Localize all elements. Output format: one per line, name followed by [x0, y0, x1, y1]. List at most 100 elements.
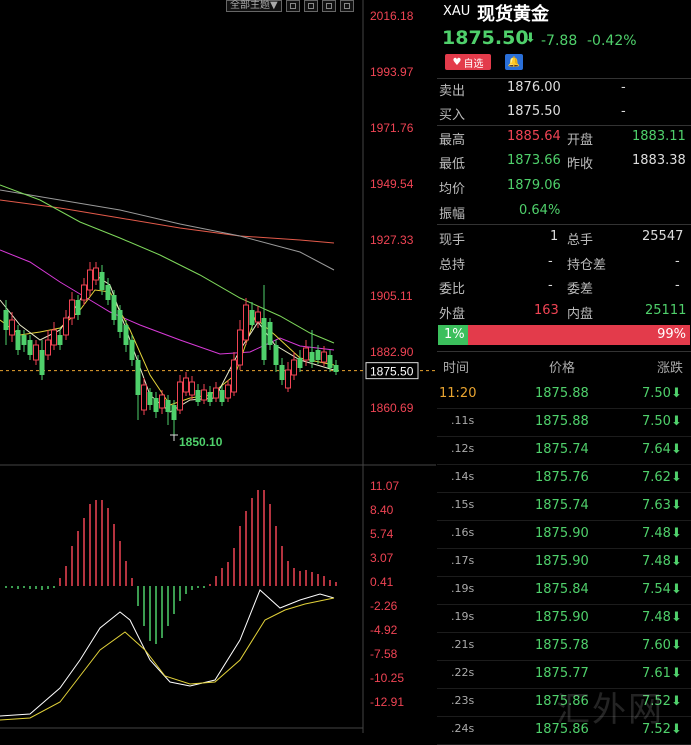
last-price: 1875.50 [442, 27, 529, 49]
macd-axis-label: -4.92 [370, 623, 398, 637]
macd-axis-label: 3.07 [370, 551, 394, 565]
crosshair-icon[interactable] [285, 0, 300, 12]
macd-axis-label: 11.07 [370, 479, 399, 493]
tick-time: .21s [451, 638, 475, 651]
candle-body [285, 369, 291, 389]
bell-icon: 🔔 [507, 56, 521, 68]
candle-body [39, 350, 45, 375]
tick-change: 7.50⬇ [642, 386, 682, 401]
avg-value: 1879.06 [507, 178, 561, 193]
tick-time: .24s [451, 722, 475, 735]
candle-body [273, 345, 279, 365]
tick-price: 1875.88 [535, 386, 589, 401]
tick-row: 11:20 1875.88 7.50⬇ [437, 380, 691, 409]
tick-row: .21s 1875.78 7.60⬇ [437, 632, 691, 661]
tick-row: .22s 1875.77 7.61⬇ [437, 660, 691, 689]
price-change: -7.88 [541, 33, 578, 49]
tick-price: 1875.77 [535, 666, 589, 681]
amplitude-label: 振幅 [439, 207, 466, 222]
candle-body [123, 325, 129, 345]
outer-volume-label: 外盘 [439, 307, 466, 322]
current-volume-value: 1 [550, 229, 559, 244]
ma-line-red [0, 199, 335, 244]
buy-ratio-label: 1% [444, 327, 465, 342]
add-favorite-button[interactable]: ♥ 自选 [445, 54, 491, 70]
inner-volume-label: 内盘 [567, 307, 594, 322]
tick-price: 1875.86 [535, 694, 589, 709]
alert-button[interactable]: 🔔 [505, 54, 523, 70]
candle-body [171, 405, 177, 420]
tick-time: .19s [451, 610, 475, 623]
sell-ratio-label: 99% [657, 327, 686, 342]
window-icon[interactable] [339, 0, 354, 12]
tick-price: 1875.74 [535, 442, 589, 457]
candle-body [111, 295, 117, 320]
open-interest-value: - [548, 254, 553, 269]
watermark-text: 汇外网 [556, 690, 664, 730]
candle-body [21, 335, 27, 345]
order-diff-label: 委差 [567, 282, 594, 297]
current-price-tag-box [365, 362, 419, 380]
hold-row: 总持 - 持仓差 - [437, 250, 691, 274]
candle-body [117, 310, 123, 332]
candle-body [231, 359, 237, 393]
macd-dea-line [0, 597, 335, 721]
high-label: 最高 [439, 133, 466, 148]
low-value: 1873.66 [507, 153, 561, 168]
candle-body [327, 355, 333, 368]
candle-body [177, 381, 183, 411]
current-price-tag: 1875.50 [370, 365, 414, 379]
buy-label: 买入 [439, 108, 466, 123]
candle-body [75, 300, 81, 315]
macd-axis-label: 5.74 [370, 527, 394, 541]
macd-axis-label: -7.58 [370, 647, 398, 661]
candle-body [309, 352, 315, 362]
tick-row: .17s 1875.90 7.48⬇ [437, 548, 691, 577]
chart-area[interactable]: 2016.18 1993.97 1971.76 1949.54 1927.33 1905.… [0, 0, 436, 733]
candle-body [15, 330, 21, 350]
tick-price: 1875.84 [535, 582, 589, 597]
theme-dropdown[interactable]: 全部主题▼ [226, 0, 282, 12]
volume-row: 现手 1 总手 25547 [437, 225, 691, 249]
ma-line-green [0, 184, 335, 344]
candle-body [219, 390, 225, 402]
ticks-header: 时间 价格 涨跌 [437, 352, 691, 378]
candle-body [303, 347, 309, 361]
candle-body [9, 319, 15, 336]
candle-body [291, 359, 297, 376]
candle-body [93, 267, 99, 281]
layout-icon[interactable] [303, 0, 318, 12]
kline-chart[interactable]: 2016.18 1993.97 1971.76 1949.54 1927.33 1905.… [0, 0, 436, 733]
price-change-pct: -0.42% [587, 33, 637, 49]
low-prev-row: 最低 1873.66 昨收 1883.38 [437, 149, 691, 173]
total-volume-label: 总手 [567, 233, 594, 248]
price-axis-label: 1949.54 [370, 177, 414, 191]
macd-axis-label: -12.91 [370, 695, 404, 709]
oi-change-label: 持仓差 [567, 258, 607, 273]
price-axis-label: 2016.18 [370, 9, 414, 23]
oi-change-value: - [675, 254, 680, 269]
symbol-code: XAU [443, 4, 471, 19]
candle-body [225, 384, 231, 399]
candle-body [153, 398, 159, 412]
tick-time: .16s [451, 526, 475, 539]
candle-body [255, 311, 261, 323]
tick-change: 7.48⬇ [642, 526, 682, 541]
tick-time: .17s [451, 554, 475, 567]
candle-body [201, 389, 207, 401]
tick-price: 1875.90 [535, 554, 589, 569]
candle-body [333, 365, 339, 372]
order-ratio-value: - [548, 278, 553, 293]
candle-body [297, 358, 303, 368]
high-value: 1885.64 [507, 129, 561, 144]
tick-change: 7.60⬇ [642, 638, 682, 653]
candle-body [213, 387, 219, 399]
macd-axis-label: -10.25 [370, 671, 404, 685]
open-value: 1883.11 [632, 129, 686, 144]
order-diff-value: - [675, 278, 680, 293]
draw-icon[interactable] [321, 0, 336, 12]
candle-body [243, 304, 249, 341]
tick-change: 7.48⬇ [642, 554, 682, 569]
candle-body [63, 317, 69, 336]
ticks-change-header: 涨跌 [657, 361, 684, 376]
